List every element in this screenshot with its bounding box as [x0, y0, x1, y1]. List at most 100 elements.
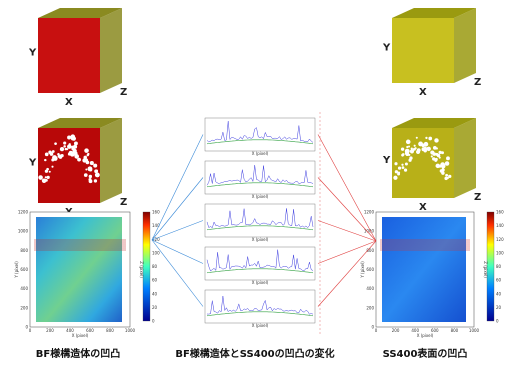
speckle	[438, 151, 441, 154]
speckle	[423, 147, 427, 151]
speckle	[38, 175, 43, 180]
speckle	[54, 142, 57, 145]
speckle	[410, 149, 414, 153]
speckle	[58, 155, 61, 158]
speckle	[408, 159, 411, 162]
colorbar-title: Z (pixel)	[483, 261, 488, 278]
y-tick-label: 400	[20, 286, 28, 291]
speckle	[67, 135, 71, 139]
speckle	[94, 179, 97, 182]
speckle	[74, 151, 78, 155]
speckle	[82, 158, 86, 162]
colorbar-tick-label: 0	[152, 319, 155, 324]
speckle	[43, 180, 45, 182]
speckle	[45, 153, 49, 157]
speckle	[67, 144, 72, 149]
speckle	[442, 167, 444, 169]
colorbar-title: Z (pixel)	[139, 261, 144, 278]
axis-title: X (pixel)	[252, 280, 269, 285]
colorbar-tick-label: 160	[152, 210, 160, 215]
y-tick-label: 200	[366, 305, 374, 310]
y-tick-label: 1200	[18, 210, 29, 215]
speckle	[89, 175, 92, 178]
caption: BF様構造体とSS400の凹凸の変化	[175, 347, 334, 360]
block-side	[454, 8, 476, 83]
speckle	[421, 143, 425, 147]
speckle	[414, 145, 416, 147]
axis-label: Y	[28, 48, 37, 59]
speckle	[90, 161, 94, 165]
speckle	[442, 169, 444, 171]
speckle	[406, 140, 411, 145]
speckle	[95, 172, 100, 177]
profile-plot	[205, 204, 315, 237]
y-tick-label: 1200	[364, 210, 375, 215]
colorbar-tick-label: 60	[152, 278, 158, 283]
colorbar-tick-label: 100	[496, 250, 504, 255]
colorbar-tick-label: 60	[496, 278, 502, 283]
speckle	[394, 162, 397, 165]
y-tick-label: 1000	[18, 229, 29, 234]
colorbar-tick-label: 20	[152, 305, 158, 310]
speckle	[393, 176, 397, 180]
speckle	[402, 166, 405, 169]
speckle	[408, 154, 410, 156]
caption: SS400表面の凹凸	[383, 347, 468, 360]
colorbar-tick-label: 40	[152, 291, 158, 296]
caption: BF様構造体の凹凸	[36, 347, 120, 360]
profile-plot	[205, 247, 315, 280]
speckle	[95, 170, 98, 173]
speckle	[63, 145, 66, 148]
axis-label: Y	[382, 155, 391, 166]
connector	[318, 135, 376, 242]
x-tick-label: 1000	[125, 328, 136, 333]
speckle	[89, 179, 93, 183]
colorbar-tick-label: 40	[496, 291, 502, 296]
speckle	[416, 137, 418, 139]
speckle	[85, 173, 88, 176]
speckle	[89, 168, 92, 171]
speckle	[433, 152, 437, 156]
axis-title: X (pixel)	[417, 333, 434, 338]
speckle	[77, 158, 81, 162]
speckle	[72, 137, 76, 141]
y-tick-label: 200	[20, 305, 28, 310]
y-tick-label: 600	[366, 267, 374, 272]
colorbar-tick-label: 20	[496, 305, 502, 310]
x-tick-label: 200	[46, 328, 54, 333]
axis-label: X	[419, 202, 427, 213]
speckle	[432, 157, 435, 160]
axis-label: Z	[120, 197, 127, 208]
speckle	[417, 148, 421, 152]
speckle	[436, 147, 438, 149]
axis-title: X (pixel)	[252, 151, 269, 156]
speckle	[438, 165, 441, 168]
axis-label: X	[419, 87, 427, 98]
speckle	[398, 167, 401, 170]
axis-label: Z	[474, 192, 481, 203]
speckle	[446, 156, 450, 160]
speckle	[61, 154, 64, 157]
speckle	[46, 176, 49, 179]
speckle	[401, 164, 403, 166]
speckle	[431, 155, 433, 157]
colorbar-tick-label: 160	[496, 210, 504, 215]
axis-title: X (pixel)	[252, 194, 269, 199]
heatmap	[36, 217, 122, 322]
axis-label: X	[65, 97, 73, 108]
axis-label: Z	[120, 87, 127, 98]
speckle	[48, 151, 52, 155]
speckle	[406, 146, 408, 148]
speckle	[428, 137, 432, 141]
axis-title: X (pixel)	[252, 323, 269, 328]
axis-title: Y (pixel)	[14, 261, 19, 279]
speckle	[425, 137, 427, 139]
colorbar-tick-label: 80	[496, 264, 502, 269]
block-side	[100, 118, 122, 203]
block-side	[454, 118, 476, 198]
block-front	[392, 128, 454, 198]
profile-plot	[205, 118, 315, 151]
speckle	[445, 174, 448, 177]
speckle	[85, 169, 87, 171]
speckle	[44, 159, 46, 161]
